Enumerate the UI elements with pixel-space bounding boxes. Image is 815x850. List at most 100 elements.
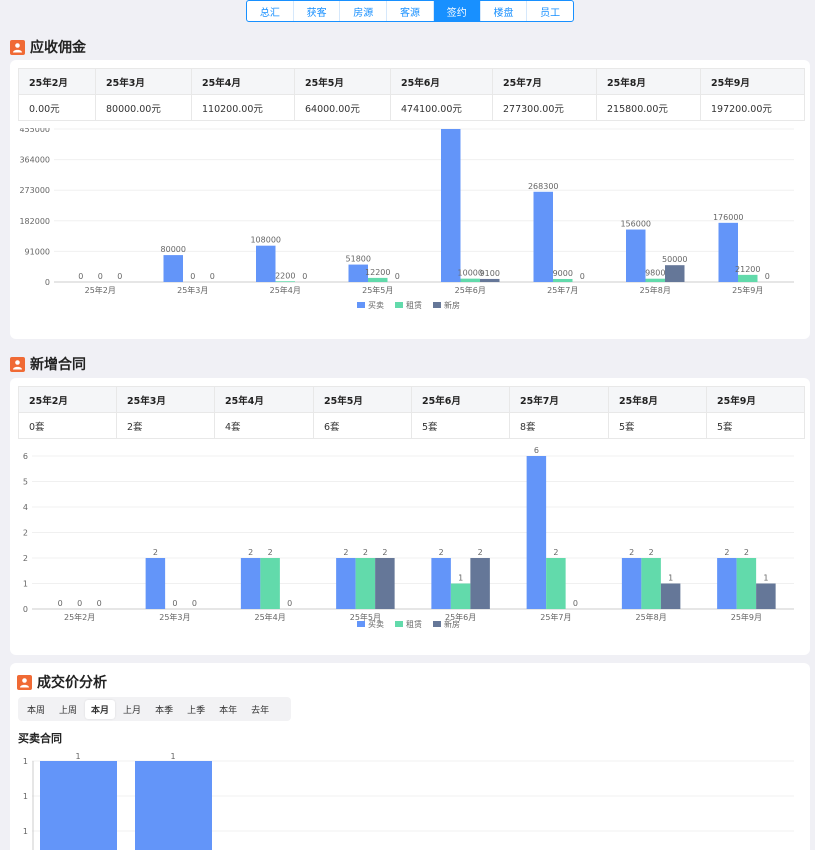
data-label: 268300 xyxy=(528,182,559,191)
bar xyxy=(431,558,451,609)
bar xyxy=(460,278,480,282)
nav-tab-2[interactable]: 房源 xyxy=(340,1,388,21)
period-tab-2[interactable]: 本月 xyxy=(85,699,116,719)
bar xyxy=(736,558,757,609)
price-analysis-title: 成交价分析 xyxy=(37,675,107,691)
data-label: 0 xyxy=(573,599,578,608)
table-header-cell: 25年8月 xyxy=(596,68,701,95)
y-tick-label: 364000 xyxy=(19,156,50,165)
table-value-cell: 5套 xyxy=(411,412,510,439)
period-tab-7[interactable]: 去年 xyxy=(251,705,270,716)
data-label: 21200 xyxy=(735,265,760,274)
period-tab-0[interactable]: 本周 xyxy=(27,705,46,716)
data-label: 0 xyxy=(77,599,82,608)
data-label: 1 xyxy=(170,752,175,761)
table-value-cell: 2套 xyxy=(116,412,215,439)
period-tab-4[interactable]: 本季 xyxy=(155,705,174,716)
nav-tab-1[interactable]: 获客 xyxy=(294,1,341,21)
period-tab-5[interactable]: 上季 xyxy=(187,705,206,716)
period-tab-6[interactable]: 本年 xyxy=(219,705,238,716)
bar xyxy=(553,278,573,282)
bar xyxy=(145,558,166,609)
x-tick-label: 25年8月 xyxy=(640,285,671,295)
bar xyxy=(718,222,738,282)
data-label: 1 xyxy=(458,574,463,583)
y-tick-label: 455000 xyxy=(19,128,50,134)
y-tick-label: 182000 xyxy=(19,217,50,226)
table-value-cell: 5套 xyxy=(706,412,805,439)
data-label: 12200 xyxy=(365,268,390,277)
data-label: 2 xyxy=(724,548,729,557)
table-header-cell: 25年7月 xyxy=(509,386,609,413)
commission-section-title: 应收佣金 xyxy=(10,37,86,57)
bar xyxy=(348,264,368,282)
table-header-cell: 25年9月 xyxy=(706,386,805,413)
x-tick-label: 25年5月 xyxy=(362,285,393,295)
data-label: 108000 xyxy=(250,236,281,245)
legend-label: 租赁 xyxy=(406,619,422,629)
bar xyxy=(660,583,681,609)
data-label: 0 xyxy=(580,272,585,281)
data-label: 1 xyxy=(763,574,768,583)
bar xyxy=(645,278,665,282)
data-label: 2 xyxy=(363,548,368,557)
bar xyxy=(40,761,117,850)
bar xyxy=(375,558,395,609)
x-tick-label: 25年3月 xyxy=(159,612,190,622)
table-header-cell: 25年5月 xyxy=(294,68,391,95)
price-bar-chart: 1 1 1 1 1 xyxy=(23,752,794,850)
data-label: 0 xyxy=(98,272,103,281)
data-label: 80000 xyxy=(161,245,186,254)
table-value-cell: 277300.00元 xyxy=(492,94,597,121)
nav-tab-0[interactable]: 总汇 xyxy=(247,1,294,21)
y-tick-label: 1 xyxy=(23,580,28,589)
contracts-table: 25年2月 25年3月 25年4月 25年5月 25年6月 25年7月 25年8月 25年9月… xyxy=(18,386,805,439)
period-tabs: 本周 上周 本月 上月 本季 上季 本年 去年 xyxy=(18,697,291,721)
period-tab-1[interactable]: 上周 xyxy=(59,705,78,716)
x-tick-label: 25年4月 xyxy=(254,612,285,622)
data-label: 2 xyxy=(343,548,348,557)
data-label: 0 xyxy=(765,272,770,281)
data-label: 0 xyxy=(172,599,177,608)
data-label: 2 xyxy=(153,548,158,557)
nav-tab-3[interactable]: 客源 xyxy=(387,1,434,21)
x-tick-label: 25年6月 xyxy=(455,285,486,295)
data-label: 176000 xyxy=(713,213,744,222)
bar xyxy=(163,255,183,282)
period-tab-3[interactable]: 上月 xyxy=(123,705,142,716)
commission-title: 应收佣金 xyxy=(30,40,86,56)
y-tick-label: 2 xyxy=(23,554,28,563)
bar xyxy=(368,277,388,282)
commission-card: 25年2月 25年3月 25年4月 25年5月 25年6月 25年7月 25年8月 25年9月… xyxy=(10,60,810,339)
table-value-cell: 474100.00元 xyxy=(390,94,493,121)
data-label: 51800 xyxy=(346,255,371,264)
table-value-cell: 80000.00元 xyxy=(95,94,192,121)
data-label: 156000 xyxy=(620,220,651,229)
bar xyxy=(336,558,356,609)
y-tick-label: 273000 xyxy=(19,186,50,195)
nav-tab-6[interactable]: 员工 xyxy=(540,7,561,19)
data-label: 0 xyxy=(287,599,292,608)
table-value-cell: 8套 xyxy=(509,412,609,439)
data-label: 0 xyxy=(97,599,102,608)
nav-tab-5[interactable]: 楼盘 xyxy=(481,1,528,21)
table-header-cell: 25年9月 xyxy=(700,68,805,95)
legend-label: 新房 xyxy=(444,619,460,629)
table-value-cell: 64000.00元 xyxy=(294,94,391,121)
table-header-cell: 25年2月 xyxy=(18,68,96,95)
data-label: 2200 xyxy=(275,271,295,280)
data-label: 50000 xyxy=(662,255,687,264)
bar xyxy=(135,761,212,850)
bar xyxy=(641,558,661,609)
bar xyxy=(256,245,276,282)
legend-label: 新房 xyxy=(444,300,460,310)
data-label: 0 xyxy=(58,599,63,608)
table-value-cell: 6套 xyxy=(313,412,412,439)
nav-tab-4[interactable]: 签约 xyxy=(433,1,481,21)
table-header-cell: 25年3月 xyxy=(116,386,215,413)
table-header-cell: 25年6月 xyxy=(390,68,493,95)
data-label: 10000 xyxy=(458,269,483,278)
data-label: 2 xyxy=(268,548,273,557)
table-value-cell: 0套 xyxy=(18,412,117,439)
data-label: 0 xyxy=(117,272,122,281)
